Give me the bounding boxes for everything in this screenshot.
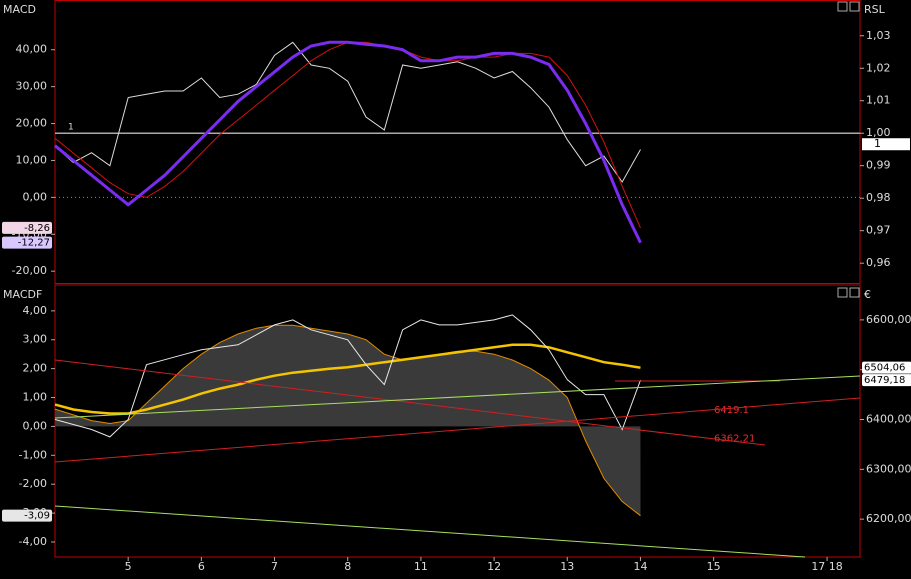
reference-label: 1	[68, 123, 74, 133]
end-tag-label: -12,27	[18, 238, 50, 249]
end-tag	[862, 374, 911, 387]
end-tag	[2, 221, 52, 234]
trendlines	[54, 359, 861, 558]
y-tick-label: 1,00	[23, 391, 48, 404]
line	[54, 40, 642, 244]
end-tag-label: 6504,06	[864, 363, 905, 374]
trendline	[54, 359, 766, 446]
y-tick-label: -1,00	[19, 448, 47, 461]
end-tag-label: -3,09	[24, 511, 50, 522]
window-button[interactable]	[837, 1, 848, 12]
y-tick-label: 3,00	[23, 333, 48, 346]
y-tick-label: 20,00	[16, 117, 48, 130]
y2-tick-label: 1,02	[866, 61, 891, 74]
window-button[interactable]	[837, 287, 848, 298]
y2-tick-label: 0,96	[866, 256, 891, 269]
y2-tick-label: 1,03	[866, 29, 891, 42]
y2-tick-label: 1,01	[866, 94, 891, 107]
annotation: 6362.21	[714, 433, 755, 444]
y2-tick-label: 0,97	[866, 224, 891, 237]
y-tick-label: 10,00	[16, 153, 48, 166]
trendline	[54, 375, 861, 419]
x-tick-label: 17 18	[811, 560, 843, 573]
line	[54, 314, 641, 438]
end-tag-label: -8,26	[24, 223, 50, 234]
y-tick-label: -4,00	[19, 535, 47, 548]
x-tick-label: 5	[125, 560, 132, 573]
panel-title: MACD	[3, 3, 36, 16]
reference-tag	[862, 138, 910, 151]
x-tick-label: 11	[414, 560, 428, 573]
y2-tick-label: 0,99	[866, 159, 891, 172]
y2-tick-label: 6300,00	[866, 462, 911, 475]
plot-layer: MACDRSL40,0030,0020,0010,000,00-10,00-20…	[2, 3, 911, 573]
panel-title: MACDF	[3, 288, 42, 301]
y-tick-label: 30,00	[16, 80, 48, 93]
end-tag	[2, 509, 52, 522]
y-tick-label: 4,00	[23, 304, 48, 317]
y2-tick-label: 0,98	[866, 191, 891, 204]
window-button[interactable]	[849, 287, 860, 298]
reference-tag-label: 1	[874, 137, 881, 150]
x-tick-label: 13	[560, 560, 574, 573]
trendline	[54, 505, 806, 558]
panel-right-title: RSL	[864, 3, 886, 16]
line	[54, 343, 641, 415]
y-tick-label: 2,00	[23, 362, 48, 375]
area	[55, 325, 641, 516]
annotation: 6419.1	[714, 405, 749, 416]
line	[54, 41, 641, 183]
trendline	[54, 397, 861, 463]
end-tag	[862, 361, 911, 374]
line	[54, 324, 641, 517]
end-tag-label: 6479,18	[864, 375, 905, 386]
panel-right-title: €	[864, 288, 871, 301]
x-tick-label: 7	[271, 560, 278, 573]
x-tick-label: 12	[487, 560, 501, 573]
y-tick-label: -2,00	[19, 477, 47, 490]
x-tick-label: 8	[344, 560, 351, 573]
window-button[interactable]	[849, 1, 860, 12]
y-tick-label: 0,00	[23, 190, 48, 203]
y-tick-label: -20,00	[12, 264, 47, 277]
x-tick-label: 6	[198, 560, 205, 573]
y-tick-label: 0,00	[23, 419, 48, 432]
y2-tick-label: 1,00	[866, 126, 891, 139]
y2-tick-label: 6400,00	[866, 413, 911, 426]
y2-tick-label: 6200,00	[866, 512, 911, 525]
end-tag	[2, 236, 52, 249]
x-tick-label: 14	[633, 560, 647, 573]
x-tick-label: 15	[707, 560, 721, 573]
y-tick-label: 40,00	[16, 43, 48, 56]
y2-tick-label: 6600,00	[866, 313, 911, 326]
panel-frame	[54, 0, 861, 284]
